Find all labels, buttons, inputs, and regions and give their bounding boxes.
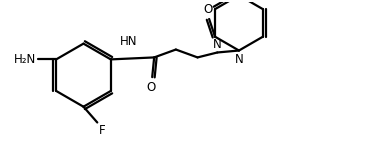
Text: O: O	[203, 3, 213, 16]
Text: N: N	[213, 38, 222, 51]
Text: H₂N: H₂N	[14, 53, 36, 66]
Text: N: N	[235, 54, 243, 66]
Text: HN: HN	[120, 35, 137, 48]
Text: F: F	[99, 124, 106, 137]
Text: O: O	[147, 81, 156, 94]
